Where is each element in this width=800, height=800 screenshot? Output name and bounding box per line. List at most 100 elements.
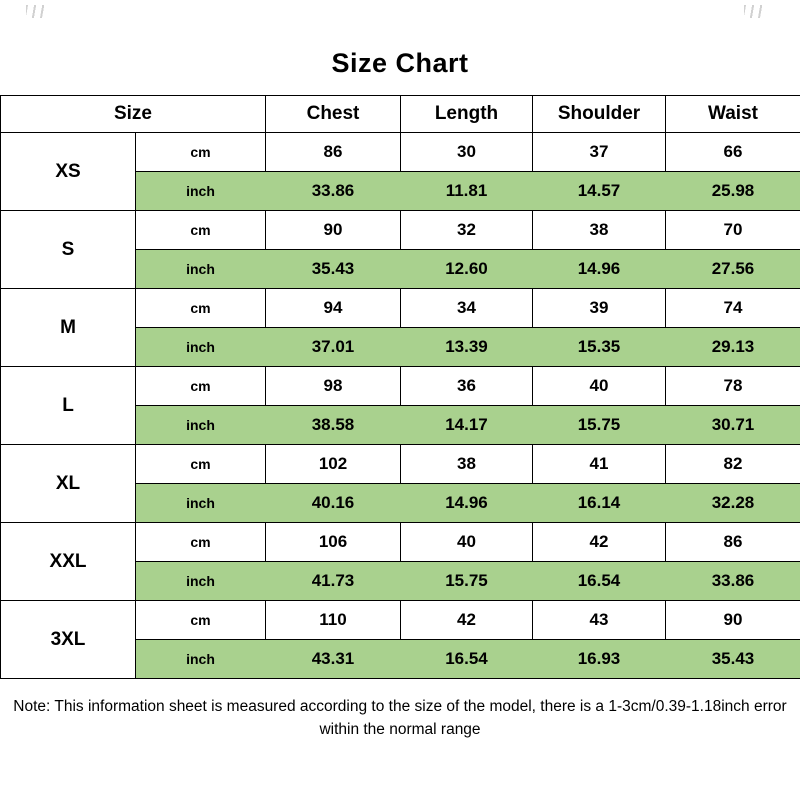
measurement-value-cm: 106 <box>265 522 401 562</box>
size-label: 3XL <box>0 600 136 679</box>
unit-label-inch: inch <box>135 405 266 445</box>
measurement-value-cm: 74 <box>665 288 800 328</box>
measurement-value-cm: 39 <box>532 288 666 328</box>
decorative-stitch-mark-left-icon <box>26 5 44 18</box>
size-row-inch: inch 41.73 15.75 16.54 33.86 <box>1 561 800 601</box>
size-row-cm: XL cm 102 38 41 82 <box>0 444 800 523</box>
size-row-inch: inch 40.16 14.96 16.14 32.28 <box>1 483 800 523</box>
measurement-value-cm: 66 <box>665 132 800 172</box>
size-chart-table: Size Chest Length Shoulder Waist XS cm 86 3… <box>0 95 800 679</box>
unit-label-inch: inch <box>135 639 266 679</box>
size-row-inch: inch 43.31 16.54 16.93 35.43 <box>1 639 800 679</box>
measurement-value-inch: 14.96 <box>532 249 666 289</box>
unit-label-cm: cm <box>135 444 266 484</box>
measurement-value-inch: 11.81 <box>400 171 533 211</box>
measurement-value-cm: 70 <box>665 210 800 250</box>
measurement-value-cm: 38 <box>532 210 666 250</box>
measurement-value-cm: 40 <box>532 366 666 406</box>
measurement-value-cm: 34 <box>400 288 533 328</box>
measurement-value-cm: 90 <box>665 600 800 640</box>
measurement-value-cm: 110 <box>265 600 401 640</box>
size-label: XS <box>0 132 136 211</box>
unit-label-inch: inch <box>135 249 266 289</box>
unit-label-cm: cm <box>135 132 266 172</box>
measurement-value-inch: 32.28 <box>665 483 800 523</box>
measurement-value-cm: 102 <box>265 444 401 484</box>
measurement-value-inch: 14.17 <box>400 405 533 445</box>
measurement-value-inch: 14.57 <box>532 171 666 211</box>
size-row-inch: inch 35.43 12.60 14.96 27.56 <box>1 249 800 289</box>
unit-label-cm: cm <box>135 600 266 640</box>
measurement-value-inch: 12.60 <box>400 249 533 289</box>
measurement-value-cm: 42 <box>532 522 666 562</box>
measurement-value-inch: 14.96 <box>400 483 533 523</box>
size-row-inch: inch 37.01 13.39 15.35 29.13 <box>1 327 800 367</box>
measurement-value-inch: 40.16 <box>265 483 401 523</box>
measurement-value-inch: 13.39 <box>400 327 533 367</box>
measurement-value-inch: 15.75 <box>532 405 666 445</box>
measurement-value-inch: 15.35 <box>532 327 666 367</box>
unit-label-cm: cm <box>135 210 266 250</box>
size-label: M <box>0 288 136 367</box>
size-label: S <box>0 210 136 289</box>
measurement-value-inch: 16.54 <box>532 561 666 601</box>
decorative-stitch-mark-right-icon <box>744 5 762 18</box>
measurement-value-inch: 33.86 <box>265 171 401 211</box>
column-header-size: Size <box>0 95 266 133</box>
measurement-value-cm: 37 <box>532 132 666 172</box>
page-title: Size Chart <box>331 48 469 78</box>
column-header-chest: Chest <box>265 95 401 133</box>
measurement-value-cm: 38 <box>400 444 533 484</box>
measurement-value-cm: 40 <box>400 522 533 562</box>
measurement-value-inch: 41.73 <box>265 561 401 601</box>
unit-label-cm: cm <box>135 288 266 328</box>
measurement-value-cm: 90 <box>265 210 401 250</box>
size-label: XL <box>0 444 136 523</box>
measurement-value-inch: 15.75 <box>400 561 533 601</box>
measurement-value-inch: 35.43 <box>265 249 401 289</box>
size-row-inch: inch 33.86 11.81 14.57 25.98 <box>1 171 800 211</box>
measurement-value-inch: 25.98 <box>665 171 800 211</box>
size-row-cm: XS cm 86 30 37 66 <box>0 132 800 211</box>
measurement-value-inch: 37.01 <box>265 327 401 367</box>
measurement-value-cm: 42 <box>400 600 533 640</box>
measurement-value-cm: 86 <box>665 522 800 562</box>
unit-label-inch: inch <box>135 171 266 211</box>
measurement-value-inch: 35.43 <box>665 639 800 679</box>
measurement-value-cm: 43 <box>532 600 666 640</box>
column-header-length: Length <box>400 95 533 133</box>
size-label: L <box>0 366 136 445</box>
measurement-value-inch: 38.58 <box>265 405 401 445</box>
measurement-value-inch: 16.93 <box>532 639 666 679</box>
measurement-value-inch: 16.54 <box>400 639 533 679</box>
measurement-value-inch: 29.13 <box>665 327 800 367</box>
size-row-inch: inch 38.58 14.17 15.75 30.71 <box>1 405 800 445</box>
note-text: Note: This information sheet is measured… <box>13 698 787 739</box>
unit-label-cm: cm <box>135 366 266 406</box>
unit-label-inch: inch <box>135 483 266 523</box>
measurement-value-inch: 30.71 <box>665 405 800 445</box>
measurement-value-cm: 86 <box>265 132 401 172</box>
measurement-value-cm: 94 <box>265 288 401 328</box>
unit-label-cm: cm <box>135 522 266 562</box>
measurement-value-cm: 98 <box>265 366 401 406</box>
size-label: XXL <box>0 522 136 601</box>
unit-label-inch: inch <box>135 561 266 601</box>
column-header-shoulder: Shoulder <box>532 95 666 133</box>
header-row: Size Chest Length Shoulder Waist <box>0 95 800 133</box>
column-header-waist: Waist <box>665 95 800 133</box>
measurement-value-cm: 30 <box>400 132 533 172</box>
measurement-value-cm: 36 <box>400 366 533 406</box>
measurement-value-inch: 16.14 <box>532 483 666 523</box>
size-row-cm: XXL cm 106 40 42 86 <box>0 522 800 601</box>
measurement-value-cm: 78 <box>665 366 800 406</box>
measurement-value-cm: 82 <box>665 444 800 484</box>
unit-label-inch: inch <box>135 327 266 367</box>
measurement-value-cm: 41 <box>532 444 666 484</box>
measurement-value-inch: 33.86 <box>665 561 800 601</box>
